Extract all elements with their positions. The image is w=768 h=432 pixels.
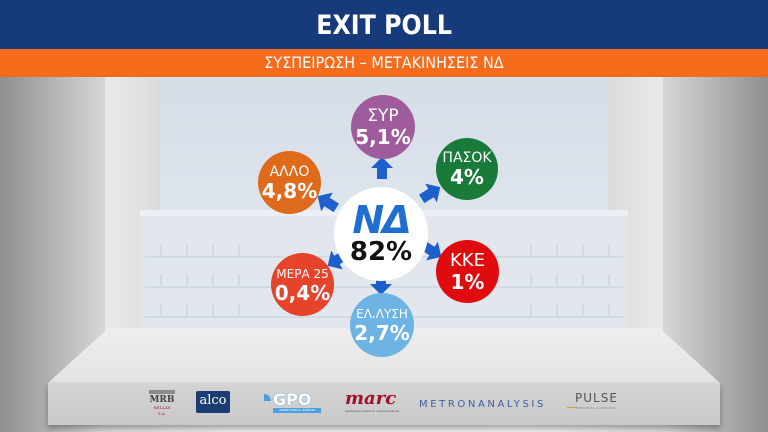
party-circle-mera25: ΜΕΡΑ 25 0,4% bbox=[271, 253, 334, 316]
party-circle-allo: ΑΛΛΟ 4,8% bbox=[258, 151, 321, 214]
party-circle-syr: ΣΥΡ 5,1% bbox=[351, 95, 415, 159]
nd-center-circle: ΝΔ 82% bbox=[334, 187, 428, 281]
logo-pulse: PULSE RESEARCH & CONSULTING bbox=[567, 391, 621, 413]
logo-gpo: GPO GREEK PUBLIC OPINION bbox=[257, 391, 323, 413]
party-name: ΜΕΡΑ 25 bbox=[276, 266, 329, 281]
nd-logo: ΝΔ bbox=[352, 198, 411, 242]
subtitle: ΣΥΣΠΕΙΡΩΣΗ – ΜΕΤΑΚΙΝΗΣΕΙΣ ΝΔ bbox=[264, 53, 504, 72]
logo-alco: alco bbox=[196, 391, 230, 413]
party-name: ΠΑΣΟΚ bbox=[442, 150, 492, 166]
party-value: 1% bbox=[450, 269, 485, 294]
header-bar: EXIT POLL bbox=[0, 0, 768, 49]
party-value: 4,8% bbox=[261, 178, 318, 203]
logo-metron-analysis: METRONANALYSIS bbox=[419, 399, 546, 410]
party-circle-kke: ΚΚΕ 1% bbox=[436, 240, 499, 303]
nd-value: 82% bbox=[349, 237, 413, 267]
logo-marc: marc marketing research communication bbox=[345, 388, 400, 414]
party-value: 4% bbox=[450, 165, 484, 189]
party-name: ΚΚΕ bbox=[450, 249, 485, 271]
party-value: 2,7% bbox=[354, 321, 410, 345]
subtitle-bar: ΣΥΣΠΕΙΡΩΣΗ – ΜΕΤΑΚΙΝΗΣΕΙΣ ΝΔ bbox=[0, 49, 768, 77]
party-value: 0,4% bbox=[274, 280, 331, 305]
page-title: EXIT POLL bbox=[316, 10, 452, 41]
party-circle-elliniki-lysi: ΕΛ.ΛΥΣΗ 2,7% bbox=[350, 293, 414, 357]
party-name: ΑΛΛΟ bbox=[269, 163, 310, 180]
arrow-up-icon bbox=[371, 157, 393, 179]
party-name: ΣΥΡ bbox=[367, 105, 399, 126]
party-value: 5,1% bbox=[355, 124, 411, 149]
logo-mrb: MRB HELLAS S.A. bbox=[149, 390, 175, 416]
party-name: ΕΛ.ΛΥΣΗ bbox=[356, 307, 408, 321]
party-circle-pasok: ΠΑΣΟΚ 4% bbox=[436, 138, 498, 200]
